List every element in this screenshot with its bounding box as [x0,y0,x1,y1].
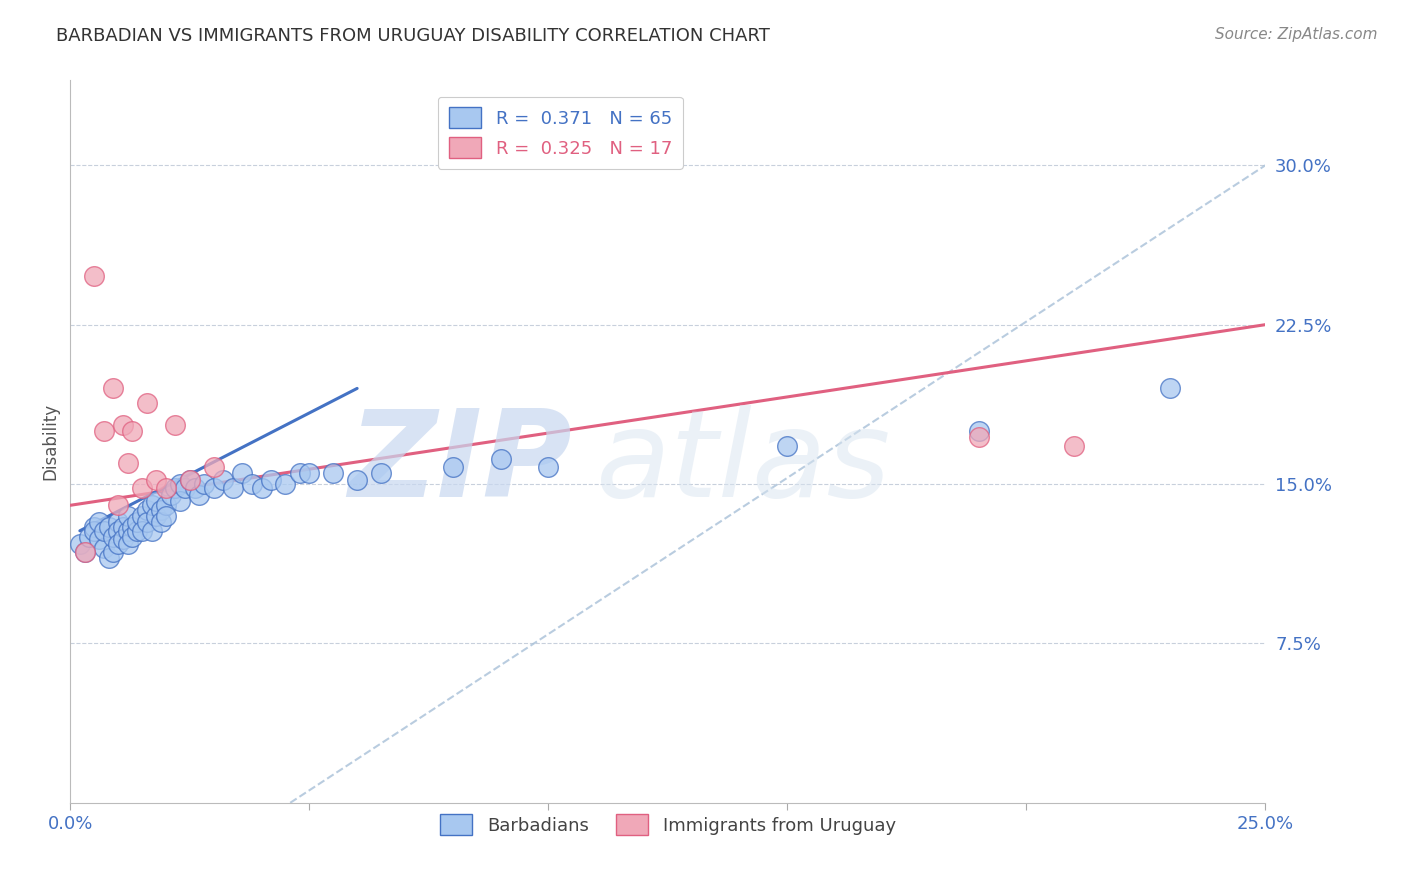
Point [107,516,129,530]
Point [93,541,115,555]
Point [322,467,344,481]
Point [250,481,273,495]
Point [231,467,253,481]
Point [967,430,990,444]
Text: ZIP: ZIP [349,405,572,522]
Point [193,477,215,491]
Point [260,473,283,487]
Text: atlas: atlas [596,405,891,522]
Point [79,530,101,544]
Point [967,424,990,438]
Point [155,481,177,495]
Point [776,439,799,453]
Point [121,519,143,533]
Point [1063,439,1085,453]
Point [370,467,392,481]
Point [97,551,120,566]
Point [145,508,167,523]
Point [107,524,129,538]
Point [73,545,96,559]
Point [135,502,157,516]
Point [145,494,167,508]
Y-axis label: Disability: Disability [41,403,59,480]
Point [87,533,110,547]
Point [97,519,120,533]
Point [131,481,153,495]
Point [127,524,149,538]
Point [111,417,134,432]
Point [155,498,177,512]
Point [183,481,205,495]
Point [165,417,187,432]
Point [165,481,187,495]
Point [179,473,201,487]
Point [274,477,297,491]
Point [441,460,464,475]
Point [202,481,225,495]
Point [103,545,125,559]
Point [288,467,311,481]
Point [117,508,139,523]
Point [174,481,197,495]
Point [179,473,201,487]
Point [117,536,139,550]
Point [202,460,225,475]
Point [121,424,143,438]
Point [93,424,115,438]
Point [141,524,163,538]
Point [169,494,191,508]
Point [117,456,139,470]
Point [169,477,191,491]
Point [346,473,368,487]
Point [83,524,105,538]
Point [145,473,167,487]
Point [131,524,153,538]
Point [150,502,173,516]
Text: Source: ZipAtlas.com: Source: ZipAtlas.com [1215,27,1378,42]
Legend: Barbadians, Immigrants from Uruguay: Barbadians, Immigrants from Uruguay [430,805,905,845]
Point [1159,381,1181,395]
Point [103,530,125,544]
Point [298,467,321,481]
Point [489,451,512,466]
Point [127,516,149,530]
Text: BARBADIAN VS IMMIGRANTS FROM URUGUAY DISABILITY CORRELATION CHART: BARBADIAN VS IMMIGRANTS FROM URUGUAY DIS… [56,27,770,45]
Point [141,498,163,512]
Point [121,530,143,544]
Point [212,473,235,487]
Point [150,516,173,530]
Point [107,498,129,512]
Point [159,488,181,502]
Point [107,536,129,550]
Point [83,268,105,283]
Point [240,477,263,491]
Point [83,519,105,533]
Point [222,481,245,495]
Point [73,545,96,559]
Point [131,508,153,523]
Point [87,516,110,530]
Point [155,508,177,523]
Point [103,381,125,395]
Point [135,396,157,410]
Point [537,460,560,475]
Point [111,519,134,533]
Point [69,536,91,550]
Point [117,524,139,538]
Point [93,524,115,538]
Point [188,488,211,502]
Point [135,516,157,530]
Point [111,533,134,547]
